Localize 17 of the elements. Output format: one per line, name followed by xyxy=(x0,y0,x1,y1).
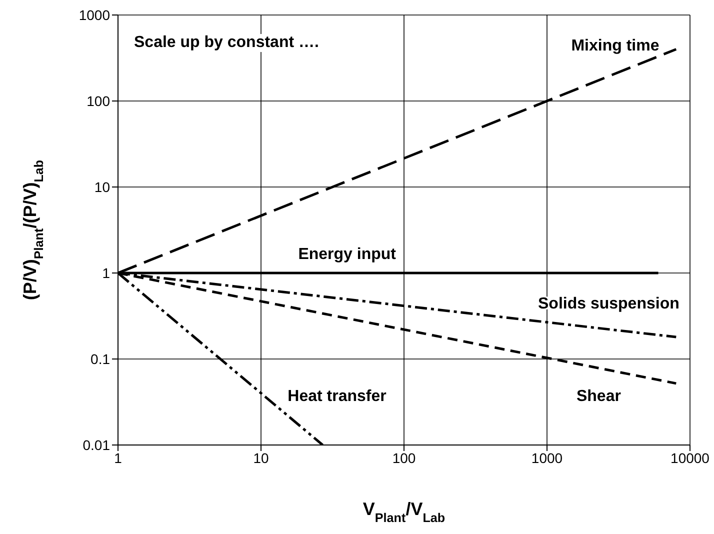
series-label: Mixing time xyxy=(571,38,660,55)
x-tick-label: 10000 xyxy=(670,450,710,466)
y-tick-label: 0.01 xyxy=(82,436,110,453)
series-label: Shear xyxy=(576,388,621,405)
x-tick-label: 100 xyxy=(392,450,416,466)
series-label: Heat transfer xyxy=(288,388,386,405)
y-tick-label: 10 xyxy=(94,178,110,195)
y-tick-label: 1000 xyxy=(78,6,110,23)
y-tick-label: 1 xyxy=(102,264,110,281)
x-tick-label: 1000 xyxy=(531,450,563,466)
x-tick-label: 1 xyxy=(114,450,122,466)
x-tick-label: 10 xyxy=(253,450,269,466)
x-axis-title: V$_{Plant}$/V$_{Lab}$ xyxy=(362,499,446,525)
y-tick-label: 100 xyxy=(86,92,110,109)
y-tick-label: 0.1 xyxy=(90,350,110,367)
text: Scale up by constant …. xyxy=(131,34,322,52)
series-label: Energy input xyxy=(298,246,397,263)
